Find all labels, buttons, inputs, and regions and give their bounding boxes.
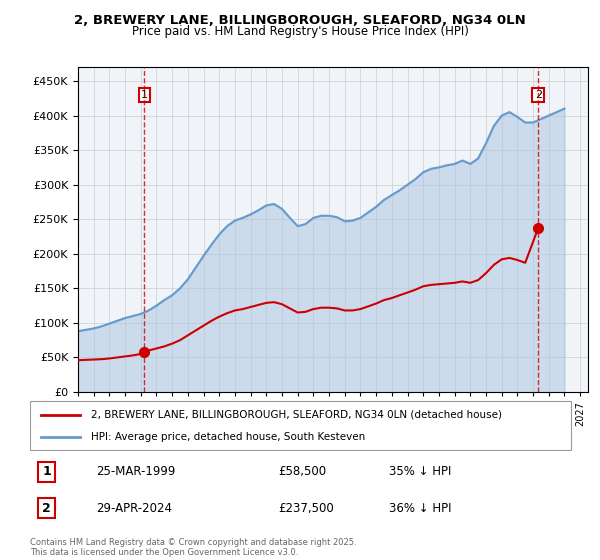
Text: 2: 2 <box>535 90 542 100</box>
Text: Price paid vs. HM Land Registry's House Price Index (HPI): Price paid vs. HM Land Registry's House … <box>131 25 469 38</box>
Text: 2, BREWERY LANE, BILLINGBOROUGH, SLEAFORD, NG34 0LN: 2, BREWERY LANE, BILLINGBOROUGH, SLEAFOR… <box>74 14 526 27</box>
Text: £58,500: £58,500 <box>278 465 326 478</box>
Text: 36% ↓ HPI: 36% ↓ HPI <box>389 502 451 515</box>
Text: 2: 2 <box>42 502 51 515</box>
Text: 1: 1 <box>42 465 51 478</box>
Text: 2, BREWERY LANE, BILLINGBOROUGH, SLEAFORD, NG34 0LN (detached house): 2, BREWERY LANE, BILLINGBOROUGH, SLEAFOR… <box>91 409 502 419</box>
Text: 25-MAR-1999: 25-MAR-1999 <box>96 465 176 478</box>
Text: Contains HM Land Registry data © Crown copyright and database right 2025.
This d: Contains HM Land Registry data © Crown c… <box>30 538 356 557</box>
Text: £237,500: £237,500 <box>278 502 334 515</box>
FancyBboxPatch shape <box>30 402 571 450</box>
Text: 35% ↓ HPI: 35% ↓ HPI <box>389 465 451 478</box>
Text: HPI: Average price, detached house, South Kesteven: HPI: Average price, detached house, Sout… <box>91 432 365 442</box>
Text: 29-APR-2024: 29-APR-2024 <box>96 502 172 515</box>
Text: 1: 1 <box>141 90 148 100</box>
